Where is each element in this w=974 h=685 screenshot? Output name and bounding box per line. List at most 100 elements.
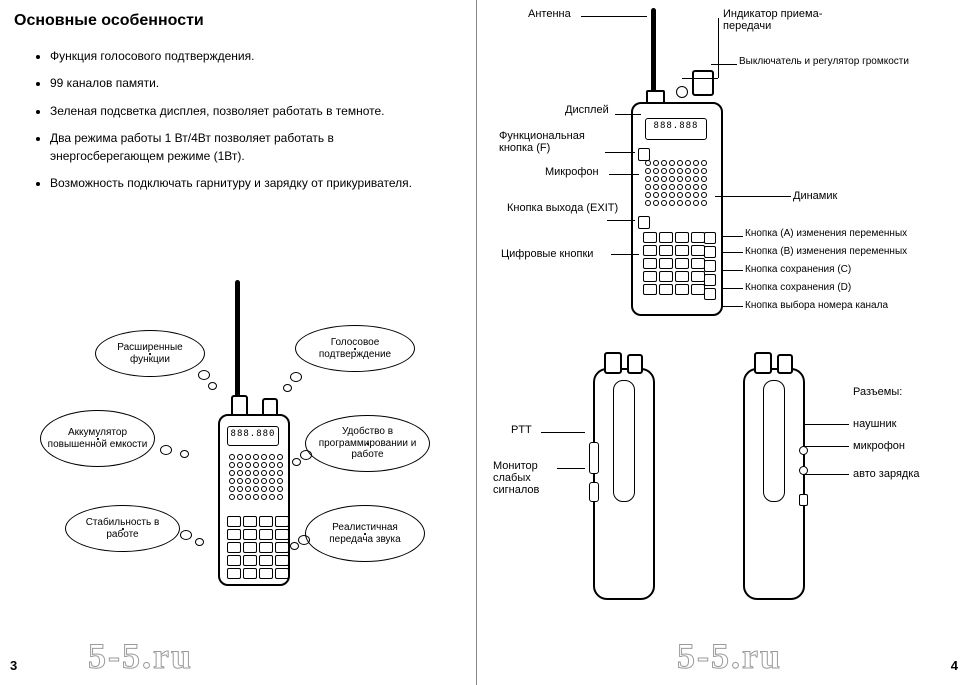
watermark: 5-5.ru: [88, 635, 193, 677]
ptt-button-icon: [589, 442, 599, 474]
page-number: 3: [10, 658, 17, 673]
cloud-puff-icon: [300, 450, 312, 460]
label-btn-d: Кнопка сохранения (D): [745, 282, 851, 293]
channel-button-icon: [704, 288, 716, 300]
label-autocharge: авто зарядка: [853, 468, 920, 480]
label-exit-button: Кнопка выхода (EXIT): [507, 202, 627, 214]
label-earphone: наушник: [853, 418, 896, 430]
leader-line: [805, 474, 849, 475]
radio-body-icon: 888.888: [631, 102, 723, 316]
antenna-icon: [651, 8, 656, 98]
knob-stub-icon: [627, 354, 643, 374]
label-func-button: Функциональная кнопка (F): [499, 130, 619, 154]
cloud-puff-icon: [195, 538, 204, 546]
list-item: Зеленая подсветка дисплея, позволяет раб…: [50, 103, 430, 120]
leader-line: [718, 18, 719, 78]
label-display: Дисплей: [565, 104, 609, 116]
leader-line: [557, 468, 585, 469]
leader-line: [805, 446, 849, 447]
belt-clip-icon: [613, 380, 635, 502]
label-vol-power: Выключатель и регулятор громкости: [739, 56, 909, 67]
d-button-icon: [704, 274, 716, 286]
keypad-icon: [643, 232, 705, 297]
cloud-bubble: Аккумулятор повышенной емкости: [40, 410, 155, 467]
label-connectors-header: Разъемы:: [853, 386, 902, 398]
label-speaker: Динамик: [793, 190, 837, 202]
b-button-icon: [704, 246, 716, 258]
label-ptt: PTT: [511, 424, 532, 436]
cloud-puff-icon: [298, 535, 310, 545]
leader-line: [721, 236, 743, 237]
label-antenna: Антенна: [528, 8, 571, 20]
volume-knob-icon: [692, 70, 714, 96]
antenna-icon: [235, 280, 240, 405]
list-item: Возможность подключать гарнитуру и заряд…: [50, 175, 430, 192]
leader-line: [609, 174, 639, 175]
cloud-puff-icon: [290, 372, 302, 382]
left-illustration: 888.880: [40, 280, 440, 610]
radio-side-right-icon: [743, 368, 805, 600]
bottom-diagram: PTT Монитор слабых сигналов Разъемы: нау…: [483, 340, 969, 620]
top-diagram: 888.888: [483, 4, 969, 324]
cloud-puff-icon: [283, 384, 292, 392]
leader-line: [581, 16, 647, 17]
page-number: 4: [951, 658, 958, 673]
page-spread: Основные особенности Функция голосового …: [0, 0, 974, 685]
c-button-icon: [704, 260, 716, 272]
list-item: Два режима работы 1 Вт/4Вт позволяет раб…: [50, 130, 430, 165]
cloud-bubble: Расширенные функции: [95, 330, 205, 377]
label-btn-c: Кнопка сохранения (С): [745, 264, 851, 275]
label-rx-tx-indicator: Индикатор приема-передачи: [723, 8, 863, 32]
label-numeric-keys: Цифровые кнопки: [501, 248, 593, 260]
label-btn-a: Кнопка (А) изменения переменных: [745, 228, 907, 239]
feature-list: Функция голосового подтверждения. 99 кан…: [50, 48, 466, 192]
cloud-puff-icon: [292, 458, 301, 466]
charge-jack-icon: [799, 494, 808, 506]
cloud-bubble: Реалистичная передача звука: [305, 505, 425, 562]
cloud-bubble: Удобство в программировании и работе: [305, 415, 430, 472]
leader-line: [721, 306, 743, 307]
leader-line: [611, 254, 639, 255]
belt-clip-icon: [763, 380, 785, 502]
lcd-display: 888.880: [227, 426, 279, 446]
radio-side-left-icon: [593, 368, 655, 600]
leader-line: [805, 424, 849, 425]
speaker-grille-icon: [645, 160, 707, 208]
cloud-puff-icon: [290, 542, 299, 550]
earphone-jack-icon: [799, 446, 808, 455]
right-page: 888.888: [476, 0, 974, 685]
leader-line: [607, 220, 635, 221]
monitor-button-icon: [589, 482, 599, 502]
leader-line: [721, 270, 743, 271]
radio-body-icon: 888.880: [218, 414, 290, 586]
leader-line: [721, 252, 743, 253]
cloud-bubble: Голосовое подтверждение: [295, 325, 415, 372]
cloud-bubble: Стабильность в работе: [65, 505, 180, 552]
left-page: Основные особенности Функция голосового …: [0, 0, 476, 685]
keypad-icon: [227, 516, 289, 581]
lcd-display: 888.888: [645, 118, 707, 140]
label-mic: микрофон: [853, 440, 905, 452]
label-microphone: Микрофон: [545, 166, 599, 178]
cloud-puff-icon: [180, 450, 189, 458]
label-ch-select: Кнопка выбора номера канала: [745, 300, 888, 311]
cloud-puff-icon: [198, 370, 210, 380]
leader-line: [682, 78, 718, 79]
cloud-puff-icon: [180, 530, 192, 540]
leader-line: [615, 114, 641, 115]
list-item: Функция голосового подтверждения.: [50, 48, 430, 65]
page-title: Основные особенности: [14, 12, 466, 30]
antenna-stub-icon: [754, 352, 772, 374]
watermark: 5-5.ru: [677, 635, 782, 677]
leader-line: [541, 432, 585, 433]
knob-stub-icon: [777, 354, 793, 374]
list-item: 99 каналов памяти.: [50, 75, 430, 92]
leader-line: [711, 64, 737, 65]
label-monitor: Монитор слабых сигналов: [493, 460, 573, 496]
cloud-puff-icon: [208, 382, 217, 390]
led-indicator-icon: [676, 86, 688, 98]
leader-line: [605, 152, 635, 153]
label-btn-b: Кнопка (В) изменения переменных: [745, 246, 907, 257]
a-button-icon: [704, 232, 716, 244]
speaker-grille-icon: [229, 454, 283, 502]
